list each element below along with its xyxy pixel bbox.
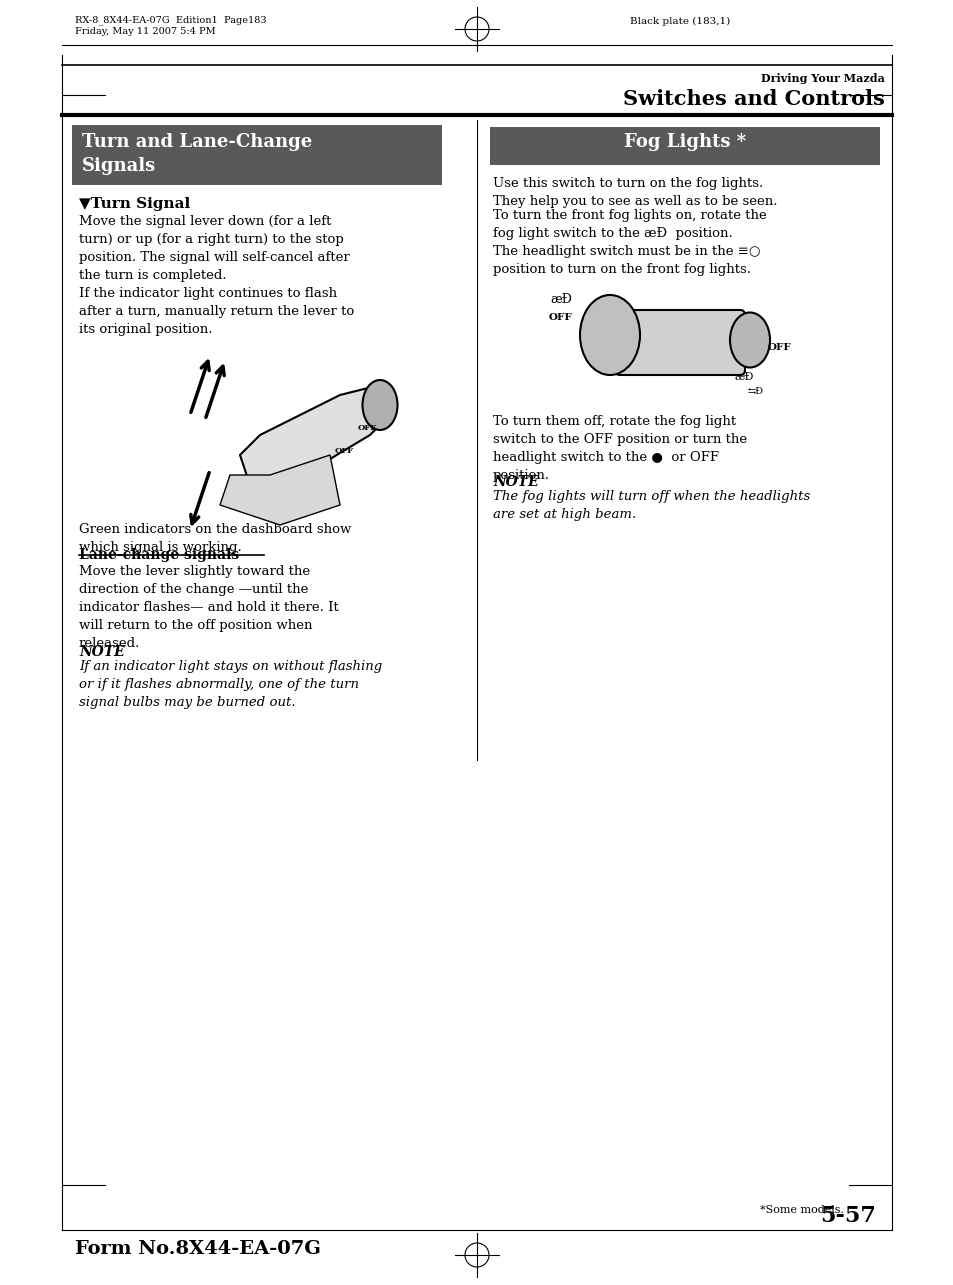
FancyBboxPatch shape [490,127,879,164]
Text: OFF: OFF [357,424,376,432]
Text: *Some models.: *Some models. [760,1205,843,1216]
Text: Black plate (183,1): Black plate (183,1) [629,17,729,26]
Text: OFF: OFF [335,447,354,455]
Text: Fog Lights *: Fog Lights * [623,134,745,152]
Text: Friday, May 11 2007 5:4 PM: Friday, May 11 2007 5:4 PM [75,27,215,36]
Ellipse shape [362,380,397,430]
Text: Use this switch to turn on the fog lights.
They help you to see as well as to be: Use this switch to turn on the fog light… [493,177,777,208]
FancyBboxPatch shape [615,310,744,375]
Text: Switches and Controls: Switches and Controls [622,89,884,109]
Text: Turn and Lane-Change
Signals: Turn and Lane-Change Signals [82,134,312,175]
Text: Move the signal lever down (for a left
turn) or up (for a right turn) to the sto: Move the signal lever down (for a left t… [79,215,350,281]
Text: OFF: OFF [767,343,791,352]
Polygon shape [220,455,339,526]
Text: NOTE: NOTE [79,645,125,659]
Ellipse shape [579,296,639,375]
Text: Form No.8X44-EA-07G: Form No.8X44-EA-07G [75,1240,320,1258]
Text: NOTE: NOTE [493,475,538,490]
Text: RX-8_8X44-EA-07G  Edition1  Page183: RX-8_8X44-EA-07G Edition1 Page183 [75,15,266,24]
Text: ⇆Ð: ⇆Ð [747,386,763,394]
Text: To turn the front fog lights on, rotate the
fog light switch to the æÐ  position: To turn the front fog lights on, rotate … [493,209,766,276]
Text: If an indicator light stays on without flashing
or if it flashes abnormally, one: If an indicator light stays on without f… [79,660,382,709]
Text: Lane-change signals: Lane-change signals [79,547,239,562]
FancyBboxPatch shape [71,125,441,185]
Text: æÐ: æÐ [550,293,572,306]
Text: Green indicators on the dashboard show
which signal is working.: Green indicators on the dashboard show w… [79,523,351,554]
Text: 5-57: 5-57 [820,1205,875,1227]
Polygon shape [240,386,390,484]
Text: æÐ: æÐ [734,371,754,382]
Text: Move the lever slightly toward the
direction of the change —until the
indicator : Move the lever slightly toward the direc… [79,565,338,650]
Text: ▼Turn Signal: ▼Turn Signal [79,197,190,211]
Text: The fog lights will turn off when the headlights
are set at high beam.: The fog lights will turn off when the he… [493,490,809,520]
Text: To turn them off, rotate the fog light
switch to the OFF position or turn the
he: To turn them off, rotate the fog light s… [493,415,746,482]
Text: OFF: OFF [548,314,572,323]
Ellipse shape [729,312,769,368]
Text: Driving Your Mazda: Driving Your Mazda [760,73,884,84]
Text: If the indicator light continues to flash
after a turn, manually return the leve: If the indicator light continues to flas… [79,287,354,335]
